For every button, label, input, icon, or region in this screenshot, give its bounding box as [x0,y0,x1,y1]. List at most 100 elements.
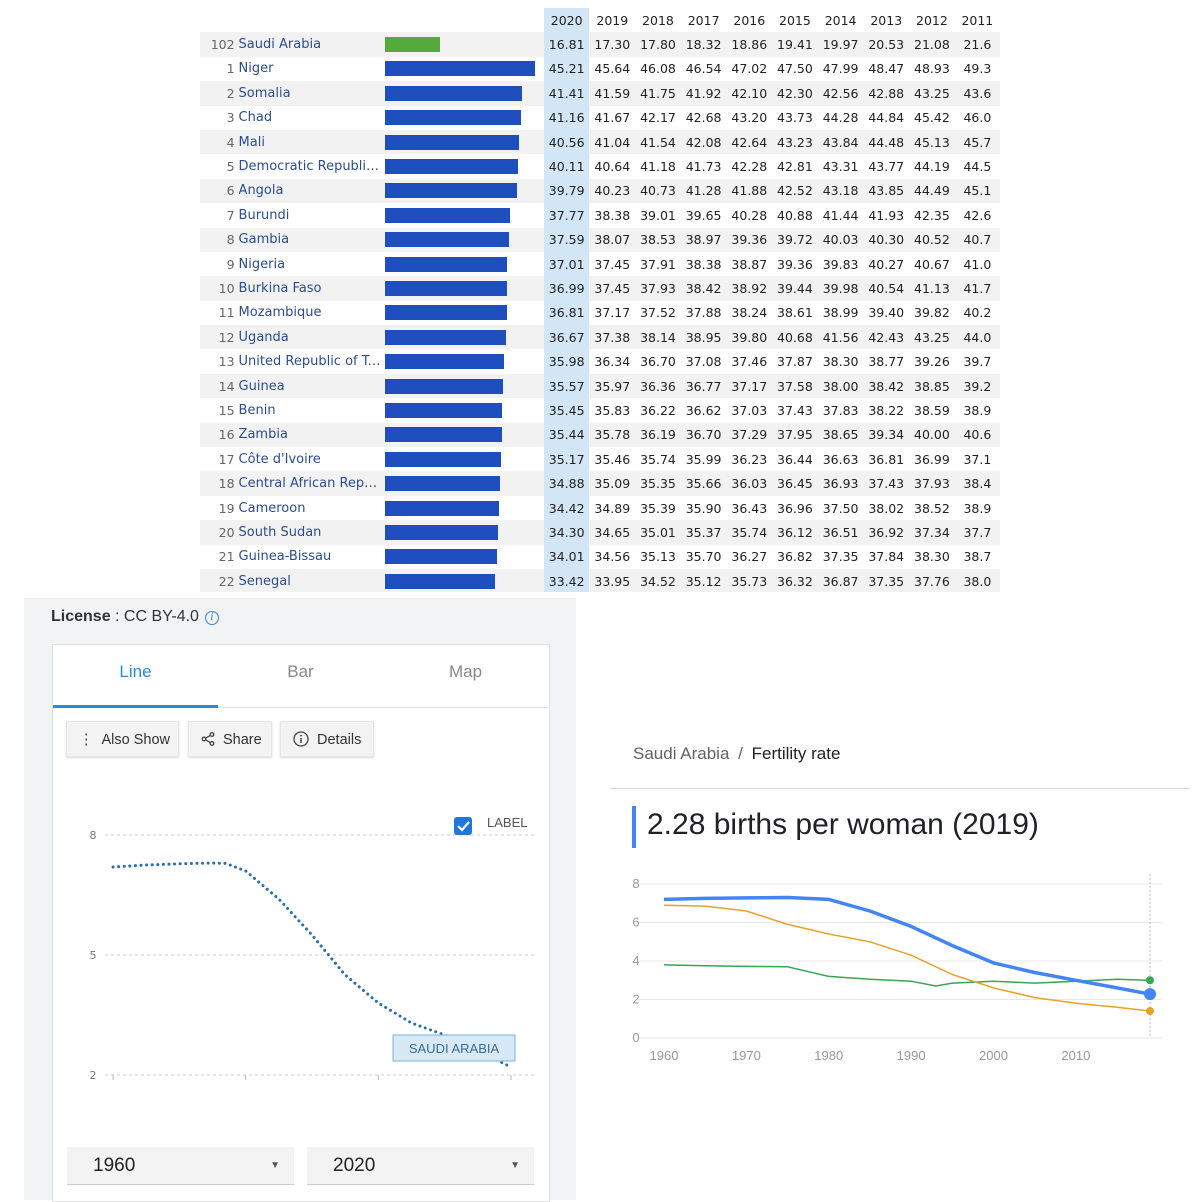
table-row[interactable]: 10 Burkina Faso 36.99 37.45 37.93 38.42 38.92 3… [200,276,1000,301]
info-icon[interactable]: i [204,611,219,625]
table-row[interactable]: 4 Mali 40.56 41.04 41.54 42.08 42.64 43.23 43.84… [200,129,1000,155]
year-header[interactable]: 2013 [870,12,903,28]
to-year-select[interactable]: 2020 ▼ [307,1147,534,1185]
table-row[interactable]: 18 Central African Repub... 34.88 35.09 35.3… [200,471,1000,496]
country-link[interactable]: Somalia [238,81,385,106]
table-row[interactable]: 13 United Republic of Ta... 35.98 36.34 36.7… [200,349,1000,374]
table-row[interactable]: 14 Guinea 35.57 35.97 36.36 36.77 37.17 37.58 38… [200,373,1000,399]
country-link[interactable]: United Republic of Ta... [238,354,385,370]
value-bar [384,402,503,418]
rank-cell: 15 [218,402,235,418]
series-line-saudi-arabia[interactable] [111,861,513,1069]
value-cell: 35.74 [640,451,676,467]
value-cell: 46.54 [685,61,722,77]
table-row[interactable]: 17 Côte d'Ivoire 35.17 35.46 35.74 35.99 36.23… [200,447,1000,472]
country-link[interactable]: Mozambique [238,305,322,321]
table-row[interactable]: 11 Mozambique 36.81 37.17 37.52 37.88 38.24 38.… [200,300,1000,326]
series-end-point[interactable] [1144,988,1156,1001]
bar-cell [384,154,544,178]
from-year-select[interactable]: 1960 ▼ [67,1147,294,1185]
year-header[interactable]: 2018 [642,12,674,28]
bar-header [385,8,544,32]
year-header[interactable]: 2020 [543,8,590,33]
table-row[interactable]: 5 Democratic Republic ... 40.11 40.64 41.18 4… [200,154,1000,179]
country-link[interactable]: Uganda [238,325,385,350]
table-row[interactable]: 9 Nigeria 37.01 37.45 37.91 38.38 38.87 39.36 39… [200,251,1000,277]
country-link[interactable]: Democratic Republic ... [238,159,385,175]
country-link[interactable]: Burkina Faso [238,276,385,301]
value-bar [384,549,498,565]
label-checkbox[interactable] [454,817,472,835]
table-row[interactable]: 7 Burundi 37.77 38.38 39.01 39.65 40.28 40.88 41… [200,203,1000,228]
also-show-button[interactable]: ⋮ Also Show [66,721,179,757]
checkbox-box[interactable] [454,817,472,835]
rank-cell: 2 [200,81,239,106]
table-row[interactable]: 12 Uganda 36.67 37.38 38.14 38.95 39.80 40.68 41… [200,325,1000,350]
value-cell: 37.83 [822,402,859,418]
country-link[interactable]: Niger [238,61,274,77]
series-end-point[interactable] [1146,1007,1154,1016]
divider [610,788,1190,789]
country-link[interactable]: Côte d'Ivoire [238,451,321,467]
year-header[interactable]: 2012 [916,12,948,28]
country-link[interactable]: Saudi Arabia [238,32,385,57]
year-header[interactable]: 2014 [824,12,857,28]
year-header[interactable]: 2016 [733,12,766,28]
table-row[interactable]: 6 Angola 39.79 40.23 40.73 41.28 41.88 42.52 43.… [200,178,1000,204]
table-row[interactable]: 1 Niger 45.21 45.64 46.08 46.54 47.02 47.50 47.9… [200,56,1000,82]
bar-cell [384,106,544,130]
series-line[interactable] [663,964,1151,987]
table-row[interactable]: 3 Chad 41.16 41.67 42.17 42.68 43.20 43.73 44.28… [200,105,1000,130]
country-link[interactable]: Senegal [238,568,385,592]
value-cell: 37.01 [543,251,590,277]
table-row[interactable]: 8 Gambia 37.59 38.07 38.53 38.97 39.36 39.72 40.… [200,227,1000,252]
country-header [239,8,385,32]
country-link[interactable]: Guinea-Bissau [238,549,332,565]
value-cell: 36.45 [772,471,818,496]
table-row[interactable]: 21 Guinea-Bissau 34.01 34.56 35.13 35.70 36.27… [200,544,1000,569]
tab-bar[interactable]: Bar [287,662,314,681]
country-link[interactable]: South Sudan [238,520,385,545]
country-link[interactable]: Angola [238,178,385,204]
tab-map[interactable]: Map [448,662,483,681]
country-link[interactable]: Burundi [238,207,290,223]
value-cell: 18.32 [680,32,727,57]
series-line[interactable] [663,895,1151,996]
table-row[interactable]: 2 Somalia 41.41 41.59 41.75 41.92 42.10 42.30 42… [200,81,1000,106]
country-link[interactable]: Zambia [238,422,385,448]
y-tick-label: 5 [90,949,97,962]
table-row[interactable]: 102 Saudi Arabia 16.81 17.30 17.80 18.32 18.86… [200,32,1000,57]
value-cell: 40.2 [963,305,992,321]
breadcrumb-country[interactable]: Saudi Arabia [633,744,730,763]
tab-line[interactable]: Line [53,645,218,708]
value-cell: 37.45 [589,276,636,301]
year-header[interactable]: 2017 [687,12,720,28]
year-header[interactable]: 2015 [779,12,811,28]
series-line[interactable] [663,904,1151,1012]
country-link[interactable]: Benin [238,402,276,418]
country-link[interactable]: Mali [238,129,385,155]
table-row[interactable]: 22 Senegal 33.42 33.95 34.52 35.12 35.73 36.32 3… [200,568,1000,592]
country-link[interactable]: Nigeria [238,256,286,272]
country-link[interactable]: Guinea [238,373,385,399]
value-cell: 44.0 [954,325,1000,350]
table-row[interactable]: 20 South Sudan 34.30 34.65 35.01 35.37 35.74 36… [200,520,1000,545]
rank-cell: 19 [218,500,235,516]
series-end-point[interactable] [1146,976,1154,985]
value-bar [384,61,535,77]
country-link[interactable]: Chad [238,110,273,126]
table-row[interactable]: 16 Zambia 35.44 35.78 36.19 36.70 37.29 37.95 38… [200,422,1000,448]
country-link[interactable]: Central African Repub... [238,471,385,496]
table-row[interactable]: 19 Cameroon 34.42 34.89 35.39 35.90 36.43 36.96… [200,495,1000,521]
country-link[interactable]: Cameroon [238,500,306,516]
value-cell: 44.48 [863,129,910,155]
share-button[interactable]: Share [188,721,272,757]
table-row[interactable]: 15 Benin 35.45 35.83 36.22 36.62 37.03 37.43 37.… [200,398,1000,423]
details-button[interactable]: Details [280,721,374,757]
country-link[interactable]: Gambia [238,227,385,252]
value-cell: 45.42 [914,110,950,126]
year-header[interactable]: 2019 [596,12,629,28]
value-cell: 34.30 [543,520,590,545]
value-cell: 37.76 [909,568,955,592]
year-header[interactable]: 2011 [961,12,994,28]
